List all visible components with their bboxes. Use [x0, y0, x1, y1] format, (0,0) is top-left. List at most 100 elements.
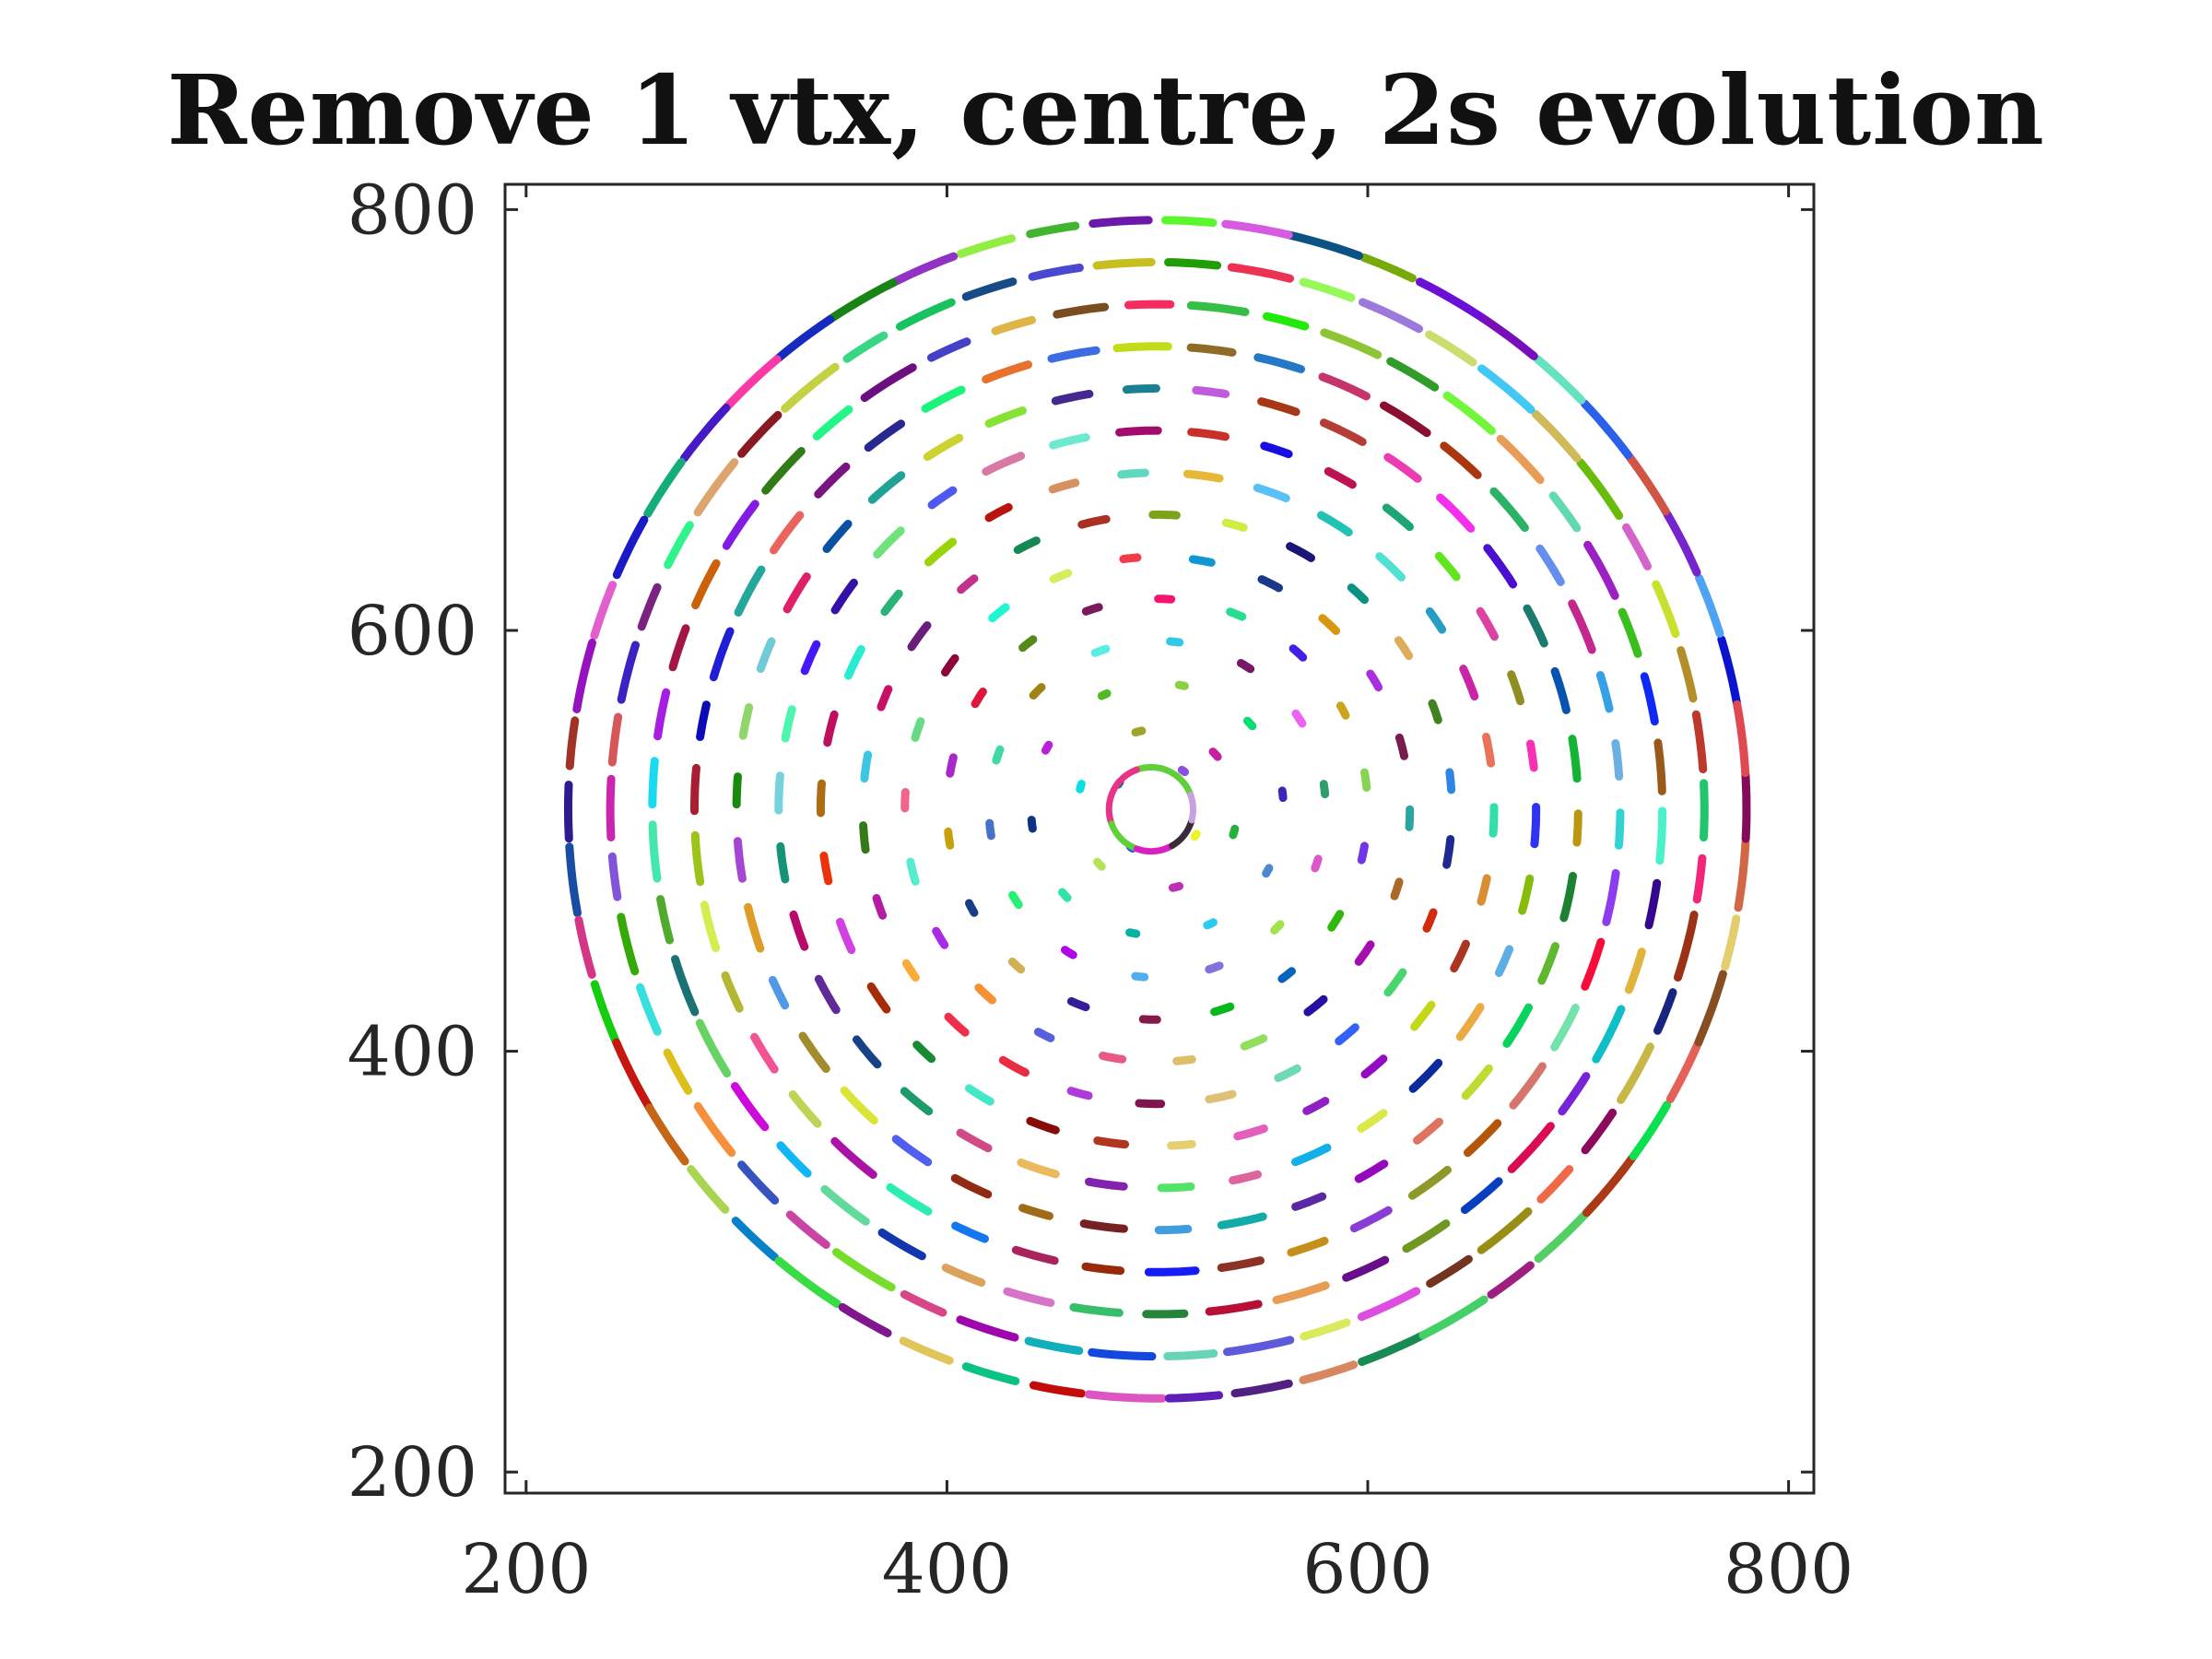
vortex-trajectory: [873, 526, 905, 559]
vortex-trajectory: [709, 627, 735, 682]
vortex-trajectory: [1386, 357, 1440, 392]
vortex-trajectory: [1592, 1005, 1626, 1064]
vortex-trajectory: [1602, 868, 1620, 926]
vortex-trajectory: [1407, 1165, 1452, 1200]
vortex-trajectory: [1097, 688, 1112, 700]
vortex-trajectory: [612, 515, 649, 580]
vortex-trajectory: [1131, 971, 1149, 982]
vortex-trajectory: [744, 902, 765, 953]
vortex-trajectory: [1691, 710, 1708, 774]
vortex-trajectory: [564, 781, 573, 843]
vortex-trajectory: [1124, 300, 1175, 310]
vortex-trajectory: [951, 1221, 989, 1243]
vortex-trajectory: [695, 1018, 732, 1078]
vortex-trajectory: [590, 980, 620, 1046]
vortex-trajectory: [1085, 1177, 1128, 1191]
vortex-trajectory: [971, 688, 987, 709]
vortex-trajectory: [1277, 967, 1296, 983]
vortex-trajectory: [1475, 312, 1538, 360]
vortex-trajectory: [1595, 671, 1614, 713]
vortex-trajectory: [1408, 1058, 1443, 1093]
vortex-trajectory: [1375, 552, 1406, 582]
vortex-trajectory: [1226, 607, 1247, 621]
vortex-trajectory: [696, 700, 711, 741]
vortex-trajectory: [1077, 514, 1111, 529]
vortex-trajectory: [941, 653, 959, 677]
central-vortex-loop: [1169, 817, 1195, 850]
x-tick-label: 600: [1302, 1530, 1432, 1609]
vortex-trajectory: [941, 1264, 986, 1288]
vortex-trajectory: [1721, 914, 1741, 971]
vortex-trajectory: [1048, 478, 1080, 494]
vortex-trajectory: [693, 1101, 736, 1158]
vortex-trajectory: [899, 1336, 954, 1365]
vortex-trajectory: [1580, 399, 1632, 460]
vortex-trajectory: [1488, 803, 1499, 838]
vortex-trajectory: [1240, 1034, 1268, 1051]
vortex-trajectory: [1163, 1349, 1218, 1360]
vortex-trajectory: [723, 355, 782, 411]
vortex-trajectory: [1257, 397, 1300, 417]
vortex-trajectory: [700, 900, 721, 953]
vortex-trajectory: [1263, 312, 1310, 331]
vortex-trajectory: [664, 521, 694, 570]
vortex-trajectory: [1461, 1064, 1493, 1100]
vortex-trajectory: [840, 1086, 878, 1125]
vortex-trajectory: [607, 712, 623, 767]
vortex-trajectory: [1125, 928, 1141, 938]
vortex-trajectory: [1357, 841, 1369, 865]
vortex-trajectory: [1502, 1003, 1533, 1048]
vortex-trajectory: [1477, 364, 1535, 414]
vortex-trajectory: [1464, 1119, 1502, 1158]
vortex-trajectory: [823, 710, 839, 747]
vortex-trajectory: [924, 537, 958, 567]
vortex-trajectory: [1434, 551, 1461, 582]
central-vortex-loop: [1133, 842, 1176, 855]
vortex-trajectory: [731, 1217, 780, 1262]
vortex-trajectory: [814, 974, 841, 1015]
vortex-trajectory: [734, 565, 766, 617]
vortex-trajectory: [988, 603, 1010, 623]
vortex-trajectory: [1644, 878, 1662, 930]
vortex-trajectory: [1033, 1028, 1055, 1042]
vortex-trajectory: [687, 1165, 730, 1214]
vortex-trajectory: [1533, 355, 1586, 405]
vortex-trajectory: [800, 640, 821, 676]
vortex-trajectory: [756, 637, 776, 674]
vortex-trajectory: [1487, 1261, 1535, 1300]
axes-frame: [503, 182, 1816, 1495]
chart-title: Remove 1 vtx, centre, 2s evolution: [167, 53, 2045, 167]
vortex-trajectory: [1174, 680, 1189, 690]
vortex-trajectory: [1342, 1255, 1390, 1282]
vortex-trajectory: [1205, 1300, 1263, 1316]
vortex-trajectory: [1182, 469, 1224, 483]
vortex-trajectory: [1360, 768, 1371, 792]
vortex-trajectory: [565, 842, 582, 918]
vortex-trajectory: [785, 1210, 830, 1249]
vortex-trajectory: [1583, 540, 1619, 600]
vortex-trajectory: [1093, 857, 1106, 871]
vortex-trajectory: [1157, 1182, 1195, 1193]
vortex-trajectory: [1450, 939, 1470, 973]
vortex-trajectory: [768, 975, 790, 1010]
vortex-trajectory: [1653, 738, 1666, 795]
vortex-trajectory: [1531, 409, 1582, 463]
vortex-trajectory: [1380, 401, 1431, 438]
vortex-trajectory: [1164, 258, 1222, 270]
vortex-trajectory: [733, 837, 747, 883]
vortex-trajectory: [1496, 434, 1545, 485]
vortex-trajectory: [814, 462, 851, 499]
vortex-trajectory: [1476, 606, 1499, 641]
vortex-trajectory: [1507, 670, 1524, 706]
vortex-trajectory: [1550, 666, 1571, 714]
vortex-trajectory: [648, 757, 659, 809]
vortex-trajectory: [957, 234, 1017, 258]
vortex-trajectory: [1135, 1099, 1166, 1109]
vortex-trajectory: [1357, 1109, 1388, 1133]
vortex-trajectory: [721, 971, 744, 1013]
vortex-trajectory: [1359, 298, 1424, 334]
vortex-trajectory: [1115, 426, 1162, 437]
vortex-trajectory: [1318, 372, 1371, 401]
vortex-trajectory: [1018, 1204, 1053, 1220]
vortex-trajectory: [606, 774, 616, 841]
